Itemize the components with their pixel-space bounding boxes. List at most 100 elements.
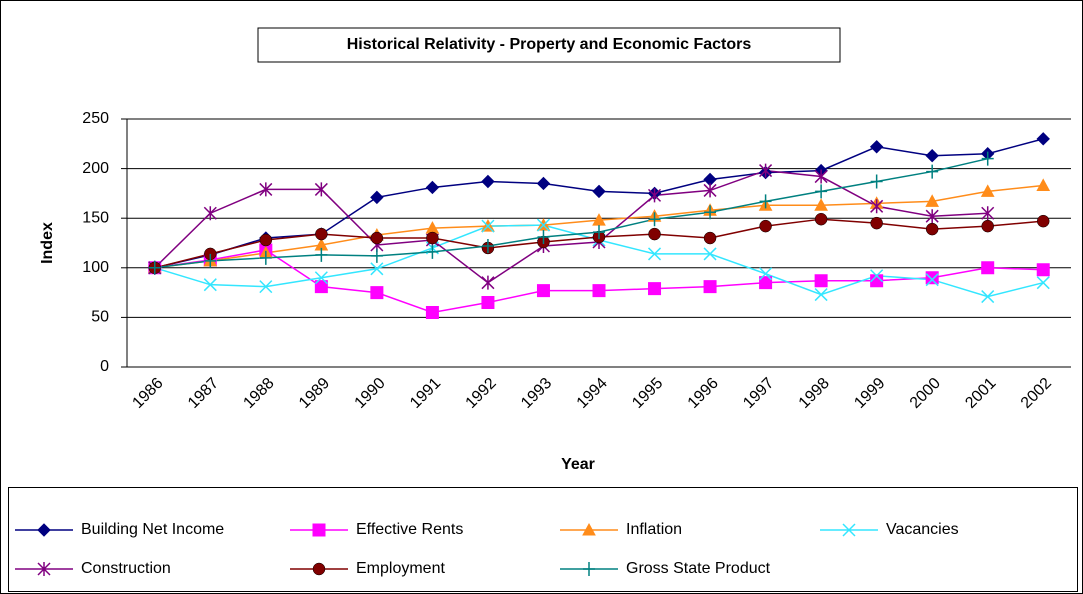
marker — [481, 219, 495, 233]
marker — [536, 284, 550, 298]
marker — [981, 151, 994, 166]
marker — [647, 247, 662, 261]
marker — [592, 284, 606, 298]
marker — [870, 269, 884, 283]
marker — [925, 148, 939, 163]
marker — [980, 184, 995, 197]
legend-marker — [582, 522, 596, 536]
legend-entry: Vacancies — [820, 521, 959, 538]
marker — [481, 174, 495, 189]
marker — [814, 169, 828, 184]
marker — [259, 233, 273, 247]
chart-title: Historical Relativity - Property and Eco… — [347, 36, 752, 53]
marker — [703, 280, 717, 294]
legend-label: Inflation — [626, 521, 682, 538]
legend-entry: Gross State Product — [560, 560, 771, 577]
marker — [981, 219, 994, 233]
marker — [1036, 178, 1051, 191]
marker — [593, 225, 605, 240]
marker — [759, 267, 773, 281]
y-tick-label: 200 — [82, 160, 109, 177]
marker — [925, 273, 939, 287]
marker — [481, 296, 495, 310]
marker — [925, 271, 939, 285]
marker — [981, 261, 995, 275]
marker — [425, 180, 440, 195]
marker — [370, 248, 383, 263]
marker — [648, 212, 661, 227]
legend-box — [8, 487, 1078, 592]
y-axis-label: Index — [39, 222, 56, 264]
marker — [1036, 214, 1050, 228]
marker — [370, 190, 384, 205]
legend-entry: Building Net Income — [15, 521, 224, 538]
legend-label: Effective Rents — [356, 521, 463, 538]
marker — [536, 218, 551, 232]
marker — [370, 286, 384, 300]
legend-label: Employment — [356, 560, 445, 577]
marker — [592, 184, 606, 199]
marker — [481, 275, 495, 290]
legend-label: Construction — [81, 560, 171, 577]
legend-marker — [37, 562, 51, 576]
series-line — [154, 169, 988, 284]
marker — [148, 260, 161, 275]
legend-marker — [842, 523, 856, 537]
marker — [814, 212, 828, 226]
marker — [926, 164, 939, 179]
y-tick-label: 250 — [82, 110, 109, 127]
legend-marker — [37, 523, 51, 537]
marker — [425, 305, 439, 319]
marker — [703, 247, 717, 261]
marker — [814, 274, 828, 288]
marker — [315, 247, 328, 262]
marker — [370, 262, 384, 276]
marker — [1036, 263, 1050, 277]
y-tick-label: 0 — [100, 358, 109, 375]
marker — [647, 188, 662, 203]
legend-entry: Construction — [15, 560, 171, 577]
marker — [759, 219, 772, 233]
legend-marker — [583, 562, 595, 576]
legend-label: Vacancies — [886, 521, 959, 538]
marker — [648, 227, 661, 241]
marker — [314, 271, 328, 285]
marker — [814, 288, 828, 302]
marker — [426, 244, 439, 259]
marker — [925, 209, 939, 224]
legend-entry: Employment — [290, 560, 445, 577]
marker — [204, 253, 217, 268]
marker — [536, 176, 551, 191]
marker — [704, 205, 717, 220]
marker — [870, 199, 884, 214]
marker — [815, 184, 828, 199]
marker — [537, 230, 550, 245]
legend-entry: Inflation — [560, 521, 682, 538]
marker — [1036, 132, 1050, 146]
marker — [703, 183, 717, 198]
marker — [925, 194, 940, 207]
x-axis-label: Year — [561, 456, 595, 473]
marker — [870, 174, 883, 189]
marker — [814, 198, 828, 211]
marker — [259, 280, 273, 294]
marker — [315, 227, 328, 241]
marker — [759, 194, 772, 209]
marker — [870, 216, 883, 230]
marker — [703, 231, 717, 245]
title-box — [257, 27, 841, 63]
marker — [981, 206, 995, 221]
y-tick-label: 100 — [82, 259, 109, 276]
marker — [1036, 276, 1050, 290]
legend-label: Building Net Income — [81, 521, 224, 538]
legend-entry: Effective Rents — [290, 521, 463, 538]
marker — [981, 290, 995, 304]
marker — [869, 140, 884, 154]
marker — [203, 278, 217, 292]
legend-marker — [312, 523, 326, 537]
marker — [370, 231, 384, 245]
marker — [759, 163, 773, 178]
marker — [648, 282, 662, 296]
marker — [259, 250, 272, 265]
